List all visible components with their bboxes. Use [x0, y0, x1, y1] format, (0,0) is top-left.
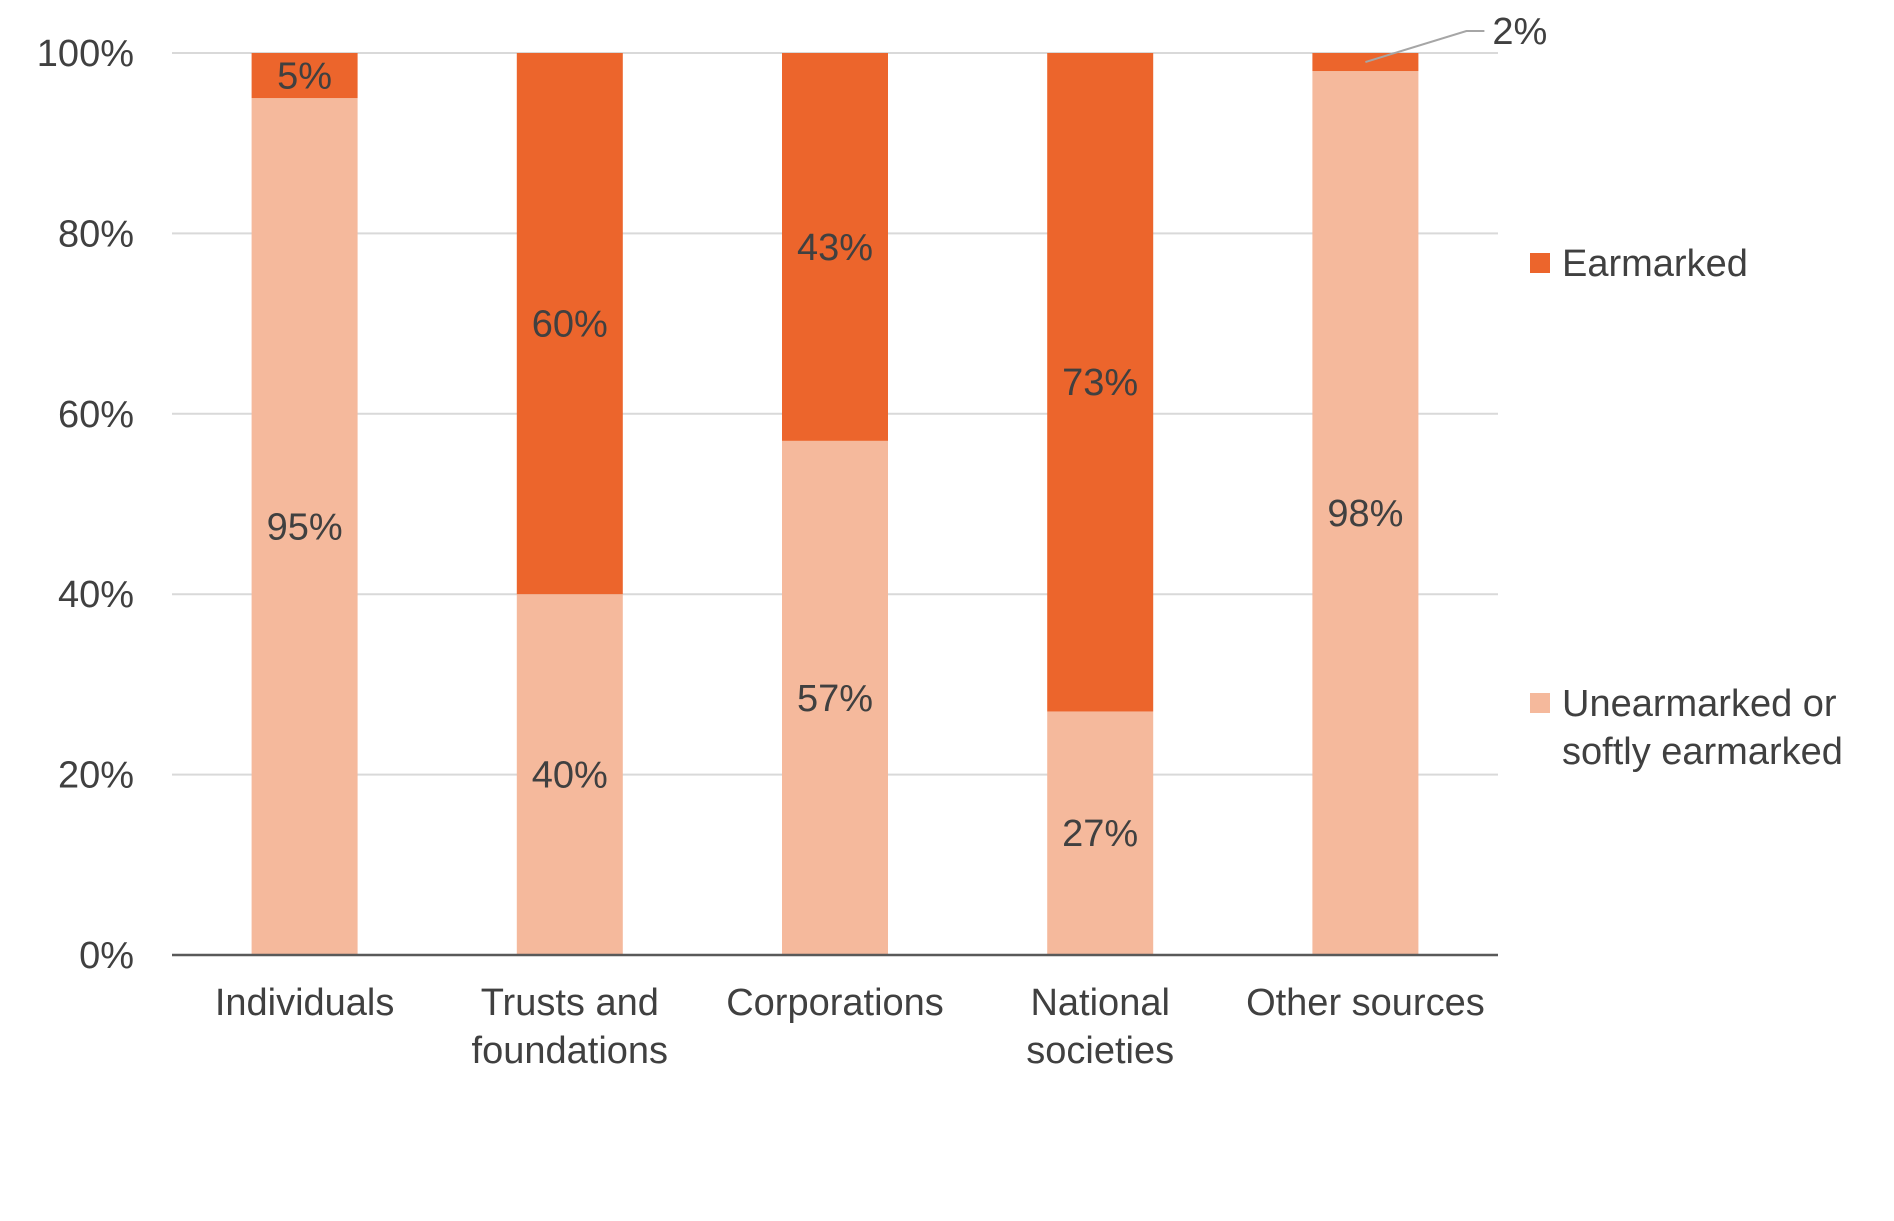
legend: Earmarked Unearmarked or softly earmarked	[1530, 243, 1843, 773]
legend-label-line: Earmarked	[1562, 243, 1748, 285]
x-tick-label: Individuals	[215, 982, 395, 1024]
y-tick-label: 80%	[58, 213, 134, 255]
y-tick-label: 40%	[58, 574, 134, 616]
data-label: 98%	[1327, 493, 1403, 535]
x-tick-label: Corporations	[726, 982, 944, 1024]
x-tick-label-line: societies	[1026, 1030, 1174, 1072]
data-label: 2%	[1492, 11, 1547, 53]
data-label: 43%	[797, 227, 873, 269]
legend-label-line: softly earmarked	[1562, 731, 1843, 773]
x-tick-label-line: Trusts and	[481, 982, 659, 1024]
bars	[251, 53, 1419, 956]
x-tick-label-line: foundations	[472, 1030, 669, 1072]
data-label: 57%	[797, 678, 873, 720]
bar-segment	[1312, 71, 1419, 956]
x-tick-label-line: National	[1030, 982, 1169, 1024]
y-tick-label: 100%	[37, 33, 134, 75]
data-label: 60%	[532, 304, 608, 346]
bar-segment	[782, 53, 888, 441]
legend-label-line: Unearmarked or	[1562, 683, 1837, 725]
axes: 0% 20% 40% 60% 80% 100% Individuals Trusts and f…	[37, 33, 1498, 1072]
bar-segment	[782, 440, 888, 955]
legend-swatch	[1530, 253, 1550, 273]
data-label: 27%	[1062, 813, 1138, 855]
bar-segment	[516, 53, 623, 595]
x-tick-label-line: Corporations	[726, 982, 944, 1024]
data-label: 5%	[277, 56, 332, 98]
leader-line	[1365, 30, 1485, 63]
x-tick-label-line: Individuals	[215, 982, 395, 1024]
legend-label: Unearmarked or softly earmarked	[1562, 683, 1843, 773]
bar-segment	[1047, 53, 1154, 712]
x-tick-label: National societies	[1026, 982, 1174, 1072]
y-tick-label: 20%	[58, 755, 134, 797]
bar-segment	[516, 594, 623, 955]
data-label: 95%	[267, 507, 343, 549]
bar-segment	[1047, 711, 1154, 955]
x-tick-label: Other sources	[1246, 982, 1485, 1024]
legend-label: Earmarked	[1562, 243, 1748, 285]
legend-swatch	[1530, 693, 1550, 713]
data-label: 40%	[532, 755, 608, 797]
data-label: 73%	[1062, 362, 1138, 404]
x-tick-label-line: Other sources	[1246, 982, 1485, 1024]
y-tick-label: 60%	[58, 394, 134, 436]
data-labels: 95% 5% 40% 60% 57% 43% 27% 73% 98% 2%	[267, 11, 1548, 855]
y-tick-label: 0%	[79, 935, 134, 977]
bar-segment	[251, 98, 358, 956]
bar-segment	[251, 53, 358, 99]
x-tick-label: Trusts and foundations	[472, 982, 669, 1072]
